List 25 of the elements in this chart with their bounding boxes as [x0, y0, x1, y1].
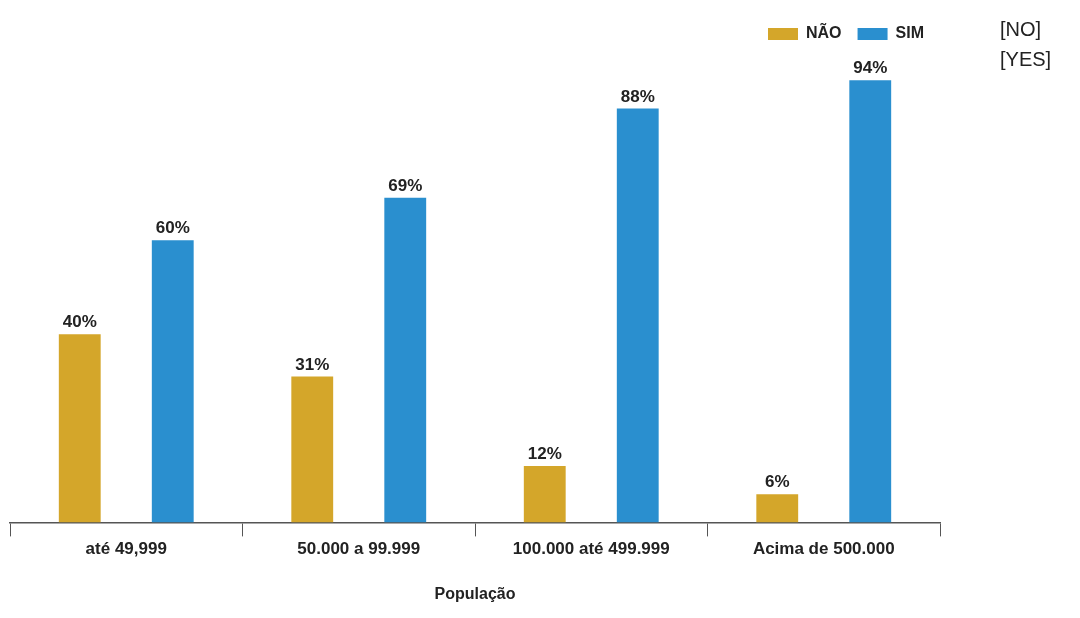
x-tick-label: 100.000 até 499.999	[512, 539, 670, 559]
data-label: 31%	[295, 354, 330, 374]
x-tick-label: 50.000 a 99.999	[297, 539, 421, 559]
data-label: 88%	[620, 86, 655, 106]
text: [YES]	[1000, 47, 1052, 72]
bar	[291, 376, 334, 523]
x-tick-label: até 49,999	[85, 539, 167, 559]
data-label: 60%	[155, 218, 190, 238]
bar	[151, 240, 194, 523]
data-label: 6%	[764, 472, 790, 492]
text: [NO]	[1000, 17, 1043, 42]
legend-label: NÃO	[806, 22, 842, 42]
bar	[616, 108, 659, 523]
legend-label: SIM	[895, 24, 925, 42]
data-label: 40%	[62, 312, 97, 332]
bar	[384, 197, 427, 523]
bar	[849, 80, 892, 523]
data-label: 69%	[388, 176, 423, 196]
data-label: 94%	[853, 58, 888, 78]
bar	[756, 494, 799, 523]
x-tick-label: Acima de 500.000	[752, 539, 895, 559]
bar	[523, 465, 566, 523]
data-label: 12%	[527, 444, 562, 464]
x-axis-title: População	[434, 584, 516, 602]
bar	[58, 334, 101, 523]
